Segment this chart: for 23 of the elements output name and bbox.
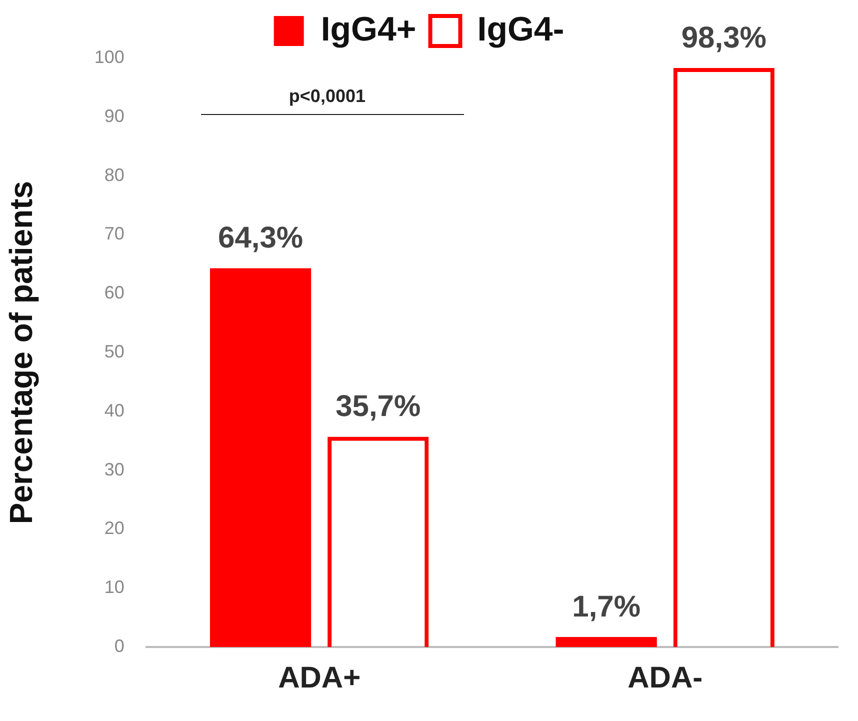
y-tick-label: 30 (104, 459, 124, 480)
y-tick-label: 40 (104, 400, 124, 420)
y-tick-label: 20 (104, 518, 124, 538)
y-tick-label: 70 (104, 224, 124, 244)
data-label: 1,7% (572, 590, 641, 624)
x-tick-label: ADA- (628, 661, 703, 694)
data-label: 35,7% (336, 390, 421, 423)
y-tick-label: 0 (114, 636, 124, 656)
y-tick-label: 80 (104, 164, 124, 185)
bar (210, 268, 312, 647)
y-tick-label: 10 (104, 577, 124, 598)
annotation: p<0,0001 (288, 86, 366, 106)
legend-label: IgG4+ (320, 10, 416, 48)
y-tick-label: 50 (104, 341, 124, 362)
y-tick-label: 100 (94, 46, 124, 67)
legend-label: IgG4- (477, 10, 564, 48)
data-label: 64,3% (218, 222, 304, 255)
y-axis-title: Percentage of patients (3, 180, 40, 524)
y-tick-label: 90 (104, 106, 124, 126)
bar (556, 636, 657, 647)
data-label: 98,3% (681, 21, 766, 54)
x-tick-label: ADA+ (278, 661, 361, 694)
y-tick-label: 60 (104, 282, 124, 303)
